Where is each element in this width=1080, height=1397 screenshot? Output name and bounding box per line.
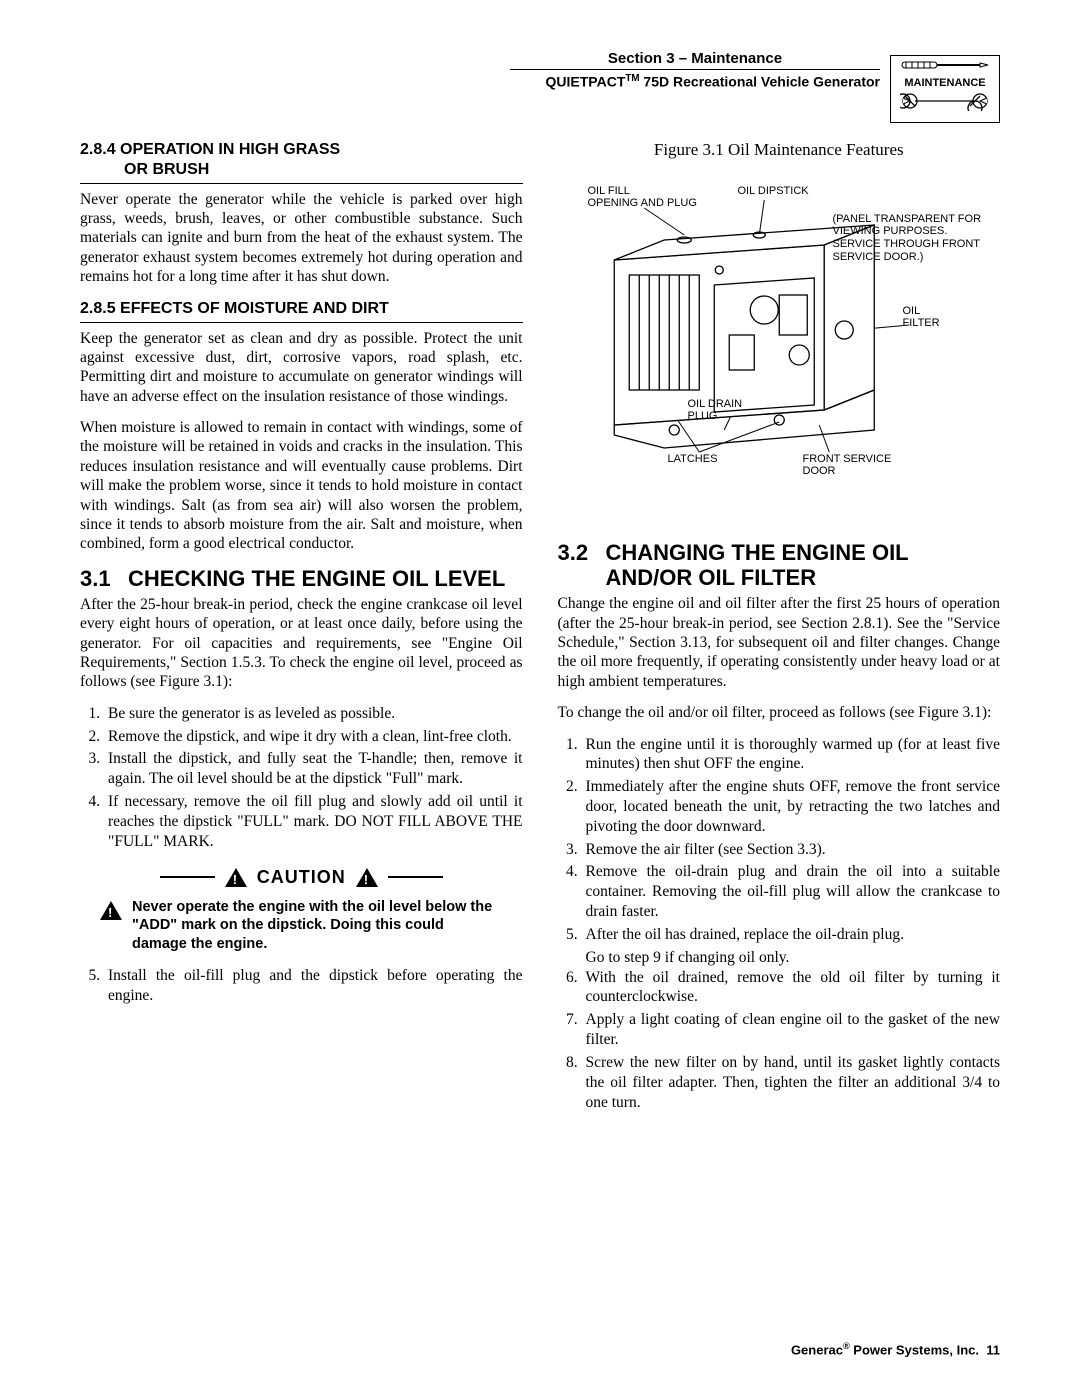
caution-text: Never operate the engine with the oil le… <box>100 898 503 955</box>
page-header: Section 3 – Maintenance QUIETPACTTM 75D … <box>80 50 1000 90</box>
figure-3-1: OIL FILLOPENING AND PLUG OIL DIPSTICK (P… <box>558 180 1001 510</box>
steps-3-1: Be sure the generator is as leveled as p… <box>80 704 523 852</box>
steps-3-2: Run the engine until it is thoroughly wa… <box>558 735 1001 945</box>
warning-icon <box>356 868 378 887</box>
step-5-sub: Go to step 9 if changing oil only. <box>586 948 1001 968</box>
warning-icon <box>100 901 122 920</box>
screwdriver-icon <box>900 60 990 70</box>
section-title: Section 3 – Maintenance <box>510 50 880 70</box>
label-oil-filter: OILFILTER <box>903 305 940 330</box>
steps-3-2-cont: With the oil drained, remove the old oil… <box>558 968 1001 1113</box>
steps-3-1-cont: Install the oil-fill plug and the dipsti… <box>80 966 523 1006</box>
para-3-2-1: Change the engine oil and oil filter aft… <box>558 594 1001 691</box>
label-oil-fill: OIL FILLOPENING AND PLUG <box>588 185 697 210</box>
label-panel: (PANEL TRANSPARENT FOR VIEWING PURPOSES.… <box>833 213 983 264</box>
para-3-1: After the 25-hour break-in period, check… <box>80 595 523 692</box>
caution-bar: CAUTION <box>80 867 523 888</box>
badge-text: MAINTENANCE <box>891 77 999 89</box>
label-latches: LATCHES <box>668 453 718 466</box>
figure-caption: Figure 3.1 Oil Maintenance Features <box>558 140 1001 160</box>
heading-3-1: 3.1 CHECKING THE ENGINE OIL LEVEL <box>80 566 523 591</box>
para-2-8-5-1: Keep the generator set as clean and dry … <box>80 329 523 407</box>
warning-icon <box>225 868 247 887</box>
label-drain: OIL DRAINPLUG <box>688 398 743 423</box>
label-door: FRONT SERVICEDOOR <box>803 453 892 478</box>
page-footer: Generac® Power Systems, Inc. 11 <box>791 1341 1000 1357</box>
maintenance-badge: MAINTENANCE <box>890 55 1000 123</box>
wrench-icon <box>900 91 990 111</box>
left-column: 2.8.4 OPERATION IN HIGH GRASSOR BRUSH Ne… <box>80 140 523 1116</box>
para-2-8-4: Never operate the generator while the ve… <box>80 190 523 287</box>
label-dipstick: OIL DIPSTICK <box>738 185 809 198</box>
para-3-2-2: To change the oil and/or oil filter, pro… <box>558 703 1001 722</box>
heading-2-8-4: 2.8.4 OPERATION IN HIGH GRASSOR BRUSH <box>80 140 523 184</box>
content-columns: 2.8.4 OPERATION IN HIGH GRASSOR BRUSH Ne… <box>80 140 1000 1116</box>
product-title: QUIETPACTTM 75D Recreational Vehicle Gen… <box>80 73 880 90</box>
right-column: Figure 3.1 Oil Maintenance Features OIL … <box>558 140 1001 1116</box>
heading-2-8-5: 2.8.5 EFFECTS OF MOISTURE AND DIRT <box>80 299 523 323</box>
para-2-8-5-2: When moisture is allowed to remain in co… <box>80 418 523 554</box>
heading-3-2: 3.2 CHANGING THE ENGINE OIL AND/OR OIL F… <box>558 540 1001 591</box>
